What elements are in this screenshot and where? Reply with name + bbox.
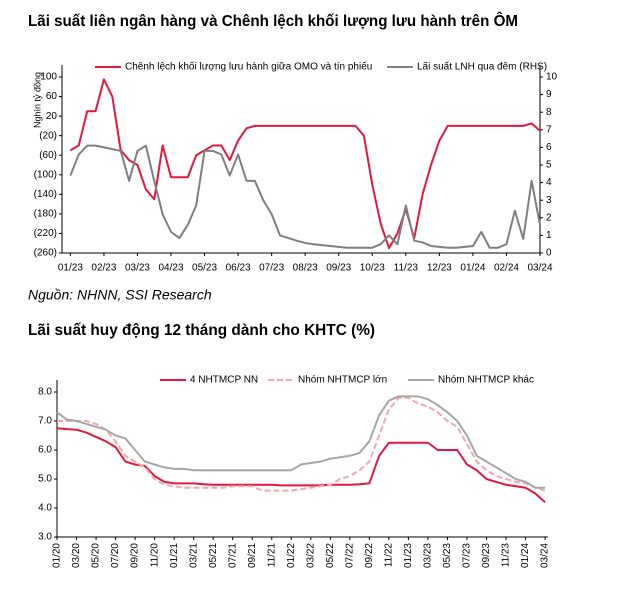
y2-tick-label: 9 [546, 89, 552, 100]
x-tick-label: 01/23 [403, 543, 414, 568]
y-tick-label: 5.0 [38, 474, 52, 485]
x-tick-label: 11/22 [384, 543, 395, 568]
chart-title: Lãi suất huy động 12 tháng dành cho KHTC… [28, 322, 375, 339]
series-line [57, 396, 546, 492]
legend-label: Nhóm NHTMCP lớn [298, 375, 387, 386]
y-tick-label: (180) [34, 209, 57, 220]
x-tick-label: 03/20 [71, 543, 82, 568]
x-tick-label: 11/23 [394, 263, 419, 274]
x-tick-label: 05/23 [442, 543, 453, 568]
series-line [56, 427, 546, 503]
x-tick-label: 09/21 [247, 543, 258, 568]
x-tick-label: 10/23 [360, 263, 385, 274]
y-tick-label: 7.0 [38, 416, 52, 427]
x-tick-label: 01/23 [58, 263, 83, 274]
x-tick-label: 09/23 [481, 543, 492, 568]
x-tick-label: 01/20 [52, 543, 63, 568]
x-tick-label: 06/23 [226, 263, 251, 274]
x-tick-label: 01/24 [520, 543, 531, 568]
x-tick-label: 01/21 [169, 543, 180, 568]
series-line [69, 78, 541, 250]
legend-label: 4 NHTMCP NN [190, 375, 258, 386]
y-axis-label: Nghìn tỷ đồng [32, 72, 42, 128]
legend-label: Lãi suất LNH qua đêm (RHS) [417, 61, 547, 73]
x-tick-label: 01/24 [460, 263, 485, 274]
y2-tick-label: 6 [546, 142, 552, 153]
x-tick-label: 09/23 [326, 263, 351, 274]
y2-tick-label: 1 [546, 230, 552, 241]
y-tick-label: 60 [46, 91, 58, 102]
x-tick-label: 07/21 [227, 543, 238, 568]
x-tick-label: 02/23 [91, 263, 116, 274]
x-tick-label: 03/23 [423, 543, 434, 568]
y-tick-label: 20 [46, 111, 58, 122]
y-tick-label: 100 [40, 72, 57, 83]
x-tick-label: 11/21 [266, 543, 277, 568]
y2-tick-label: 5 [546, 160, 552, 171]
series-line [56, 395, 546, 489]
x-tick-label: 01/22 [286, 543, 297, 568]
y2-tick-label: 8 [546, 107, 552, 118]
x-tick-label: 07/23 [462, 543, 473, 568]
source-note: Nguồn: NHNN, SSI Research [28, 287, 212, 303]
chart-title: Lãi suất liên ngân hàng và Chênh lệch kh… [28, 11, 518, 30]
x-tick-label: 05/23 [192, 263, 217, 274]
y-tick-label: (20) [39, 130, 57, 141]
x-tick-label: 03/21 [188, 543, 199, 568]
x-tick-label: 03/23 [125, 263, 150, 274]
x-tick-label: 03/24 [527, 263, 552, 274]
x-tick-label: 02/24 [494, 263, 519, 274]
y2-tick-label: 7 [546, 124, 552, 135]
y-tick-label: 6.0 [38, 445, 52, 456]
series-line [69, 144, 541, 249]
x-tick-label: 09/20 [130, 543, 141, 568]
x-tick-label: 05/21 [208, 543, 219, 568]
x-tick-label: 07/22 [344, 543, 355, 568]
x-tick-label: 05/22 [325, 543, 336, 568]
y2-tick-label: 4 [546, 177, 552, 188]
y-tick-label: (140) [34, 189, 57, 200]
x-tick-label: 04/23 [159, 263, 184, 274]
x-tick-label: 11/23 [501, 543, 512, 568]
y-tick-label: (220) [34, 228, 57, 239]
y2-tick-label: 0 [546, 248, 552, 259]
y-tick-label: 3.0 [38, 532, 52, 543]
y2-tick-label: 3 [546, 195, 552, 206]
y-tick-label: (260) [34, 248, 57, 259]
x-tick-label: 07/20 [110, 543, 121, 568]
x-tick-label: 11/20 [149, 543, 160, 568]
x-tick-label: 05/20 [91, 543, 102, 568]
x-tick-label: 07/23 [259, 263, 284, 274]
y-tick-label: 8.0 [38, 387, 52, 398]
y-tick-label: (100) [34, 169, 57, 180]
y2-tick-label: 10 [546, 72, 558, 83]
x-tick-label: 03/24 [540, 543, 551, 568]
x-tick-label: 08/23 [293, 263, 318, 274]
x-tick-label: 12/23 [427, 263, 452, 274]
y-tick-label: 4.0 [38, 503, 52, 514]
legend-label: Chênh lệch khối lượng lưu hành giữa OMO … [125, 61, 372, 73]
x-tick-label: 03/22 [305, 543, 316, 568]
y-tick-label: (60) [39, 150, 57, 161]
x-tick-label: 09/22 [364, 543, 375, 568]
y2-tick-label: 2 [546, 212, 552, 223]
legend-label: Nhóm NHTMCP khác [438, 375, 534, 386]
